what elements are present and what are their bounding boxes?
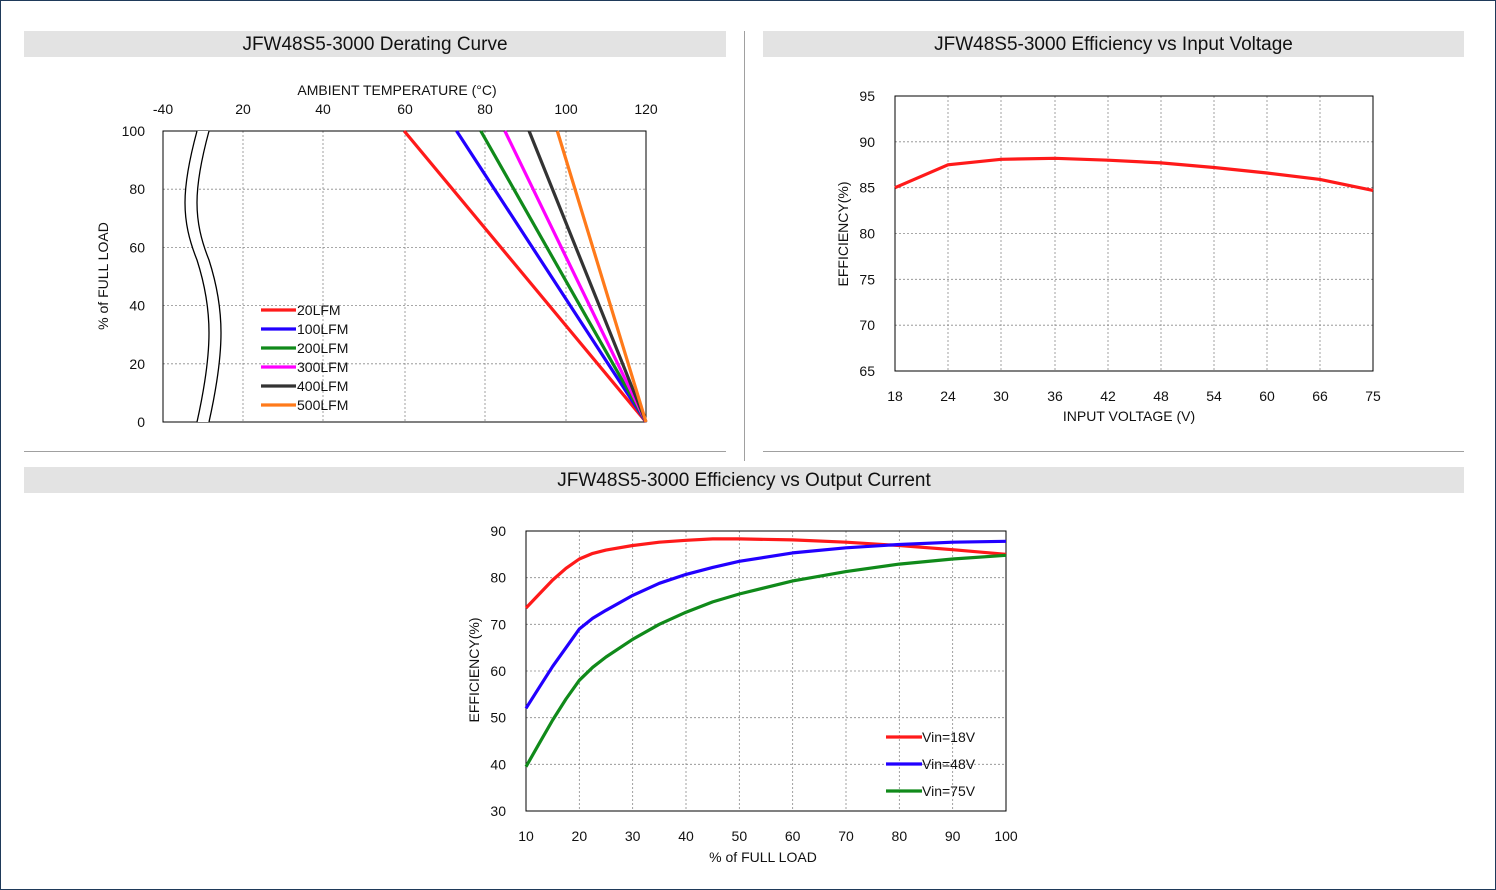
- efficiency-iout-x-tick-label: 30: [625, 828, 641, 844]
- derating-x-tick-label: 40: [315, 101, 331, 117]
- axis-break-fill: [185, 131, 221, 422]
- derating-x-tick-label: 80: [477, 101, 493, 117]
- panel-divider-vertical: [744, 31, 745, 461]
- derating-x-tick-label: 60: [397, 101, 413, 117]
- derating-legend-label: 400LFM: [297, 378, 348, 394]
- efficiency-iout-series-line-vin-18v: [524, 537, 1007, 610]
- efficiency-iout-x-tick-label: 90: [945, 828, 961, 844]
- derating-x-tick-label: 100: [554, 101, 578, 117]
- efficiency-iout-y-axis-label: EFFICIENCY(%): [466, 618, 482, 723]
- efficiency-iout-x-tick-label: 50: [732, 828, 748, 844]
- efficiency-vin-x-tick-label: 48: [1153, 388, 1169, 404]
- efficiency-vin-y-tick-label: 90: [859, 134, 875, 150]
- derating-legend-label: 300LFM: [297, 359, 348, 375]
- efficiency-iout-x-tick-label: 70: [838, 828, 854, 844]
- derating-series-line-20lfm: [402, 129, 648, 424]
- efficiency-vin-x-tick-label: 24: [940, 388, 956, 404]
- efficiency-iout-y-tick-label: 70: [490, 616, 506, 632]
- efficiency-vin-x-tick-label: 54: [1206, 388, 1222, 404]
- efficiency-vin-x-tick-label: 60: [1259, 388, 1275, 404]
- efficiency-iout-x-tick-label: 20: [572, 828, 588, 844]
- efficiency-vin-x-tick-label: 36: [1047, 388, 1063, 404]
- efficiency-vin-plot-frame: [894, 95, 1374, 372]
- derating-y-tick-label: 60: [129, 239, 145, 255]
- derating-plot-frame: [162, 130, 647, 423]
- derating-series-line-400lfm: [527, 130, 648, 423]
- efficiency-iout-x-tick-label: 60: [785, 828, 801, 844]
- efficiency-iout-legend-label: Vin=18V: [922, 729, 976, 745]
- derating-legend-label: 20LFM: [297, 302, 341, 318]
- efficiency-iout-plot-frame: [525, 530, 1007, 812]
- efficiency-vin-series-line: [894, 156, 1374, 192]
- efficiency-iout-y-tick-label: 50: [490, 710, 506, 726]
- efficiency-vin-x-tick-label: 18: [887, 388, 903, 404]
- efficiency-iout-chart-title: JFW48S5-3000 Efficiency vs Output Curren…: [24, 467, 1464, 493]
- efficiency-vin-y-tick-label: 75: [859, 271, 875, 287]
- derating-y-tick-label: 40: [129, 298, 145, 314]
- efficiency-iout-x-axis-label: % of FULL LOAD: [709, 849, 817, 865]
- axis-break-line: [184, 130, 210, 423]
- derating-legend-label: 500LFM: [297, 397, 348, 413]
- efficiency-iout-x-tick-label: 10: [518, 828, 534, 844]
- efficiency-vin-chart-title: JFW48S5-3000 Efficiency vs Input Voltage: [763, 31, 1464, 57]
- efficiency-vin-x-tick-label: 42: [1100, 388, 1116, 404]
- panel-divider-right: [763, 451, 1464, 452]
- efficiency-vin-x-tick-label: 75: [1365, 388, 1381, 404]
- derating-chart-title: JFW48S5-3000 Derating Curve: [24, 31, 726, 57]
- derating-legend-label: 100LFM: [297, 321, 348, 337]
- derating-y-tick-label: 0: [137, 414, 145, 430]
- efficiency-vin-y-tick-label: 80: [859, 226, 875, 242]
- derating-series-line-100lfm: [455, 130, 648, 423]
- efficiency-vin-y-tick-label: 85: [859, 180, 875, 196]
- panel-divider-left: [24, 451, 726, 452]
- efficiency-vin-x-axis-label: INPUT VOLTAGE (V): [1063, 408, 1195, 424]
- efficiency-iout-series-line-vin-48v: [524, 539, 1007, 710]
- derating-y-tick-label: 100: [122, 123, 146, 139]
- efficiency-vin-y-axis-label: EFFICIENCY(%): [835, 182, 851, 287]
- efficiency-iout-y-tick-label: 40: [490, 756, 506, 772]
- derating-x-tick-label: 120: [634, 101, 658, 117]
- efficiency-vin-y-tick-label: 70: [859, 317, 875, 333]
- efficiency-iout-x-tick-label: 40: [678, 828, 694, 844]
- derating-legend-label: 200LFM: [297, 340, 348, 356]
- efficiency-iout-series-line-vin-75v: [524, 553, 1007, 768]
- derating-x-axis-label: AMBIENT TEMPERATURE (°C): [297, 82, 496, 98]
- derating-series-line-200lfm: [479, 130, 648, 423]
- efficiency-vin-x-tick-label: 66: [1312, 388, 1328, 404]
- efficiency-iout-y-tick-label: 90: [490, 523, 506, 539]
- derating-y-axis-label: % of FULL LOAD: [95, 222, 111, 330]
- derating-y-tick-label: 20: [129, 356, 145, 372]
- derating-x-tick-label: 20: [235, 101, 251, 117]
- efficiency-iout-x-tick-label: 80: [892, 828, 908, 844]
- derating-x-tick-label: -40: [153, 101, 173, 117]
- derating-series-line-500lfm: [555, 130, 648, 423]
- efficiency-iout-legend-label: Vin=75V: [922, 783, 976, 799]
- efficiency-iout-legend-label: Vin=48V: [922, 756, 976, 772]
- derating-y-tick-label: 80: [129, 181, 145, 197]
- axis-break-line: [196, 130, 222, 423]
- efficiency-vin-x-tick-label: 30: [993, 388, 1009, 404]
- efficiency-iout-y-tick-label: 30: [490, 803, 506, 819]
- efficiency-vin-y-tick-label: 95: [859, 88, 875, 104]
- efficiency-iout-y-tick-label: 60: [490, 663, 506, 679]
- derating-series-line-300lfm: [503, 130, 648, 423]
- efficiency-iout-y-tick-label: 80: [490, 570, 506, 586]
- efficiency-iout-x-tick-label: 100: [994, 828, 1018, 844]
- efficiency-vin-y-tick-label: 65: [859, 363, 875, 379]
